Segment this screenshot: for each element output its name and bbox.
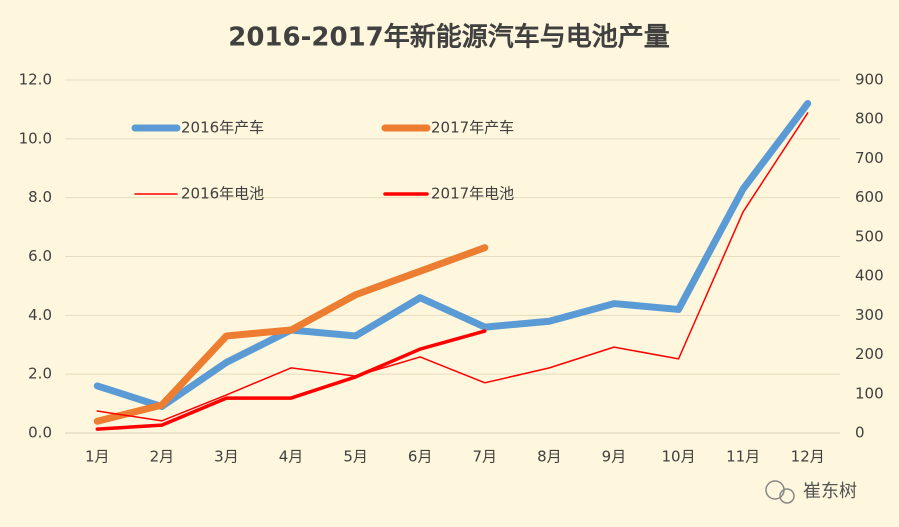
x-tick-label: 1月 bbox=[85, 448, 110, 466]
chart-title: 2016-2017年新能源汽车与电池产量 bbox=[228, 22, 670, 53]
x-tick-label: 6月 bbox=[408, 448, 433, 466]
x-tick-label: 10月 bbox=[661, 448, 695, 466]
y2-tick-label: 200 bbox=[855, 345, 884, 363]
y-tick-label: 10.0 bbox=[19, 129, 52, 147]
legend-label: 2017年电池 bbox=[431, 185, 514, 203]
x-tick-label: 11月 bbox=[726, 448, 760, 466]
y-tick-label: 8.0 bbox=[28, 188, 52, 206]
watermark: 崔东树 bbox=[803, 481, 857, 502]
y2-tick-label: 800 bbox=[855, 110, 884, 128]
x-tick-label: 2月 bbox=[150, 448, 175, 466]
series-line bbox=[96, 112, 809, 422]
y-tick-label: 12.0 bbox=[19, 71, 52, 89]
y2-tick-label: 600 bbox=[855, 188, 884, 206]
y2-tick-label: 700 bbox=[855, 149, 884, 167]
series-line bbox=[95, 329, 487, 431]
y-tick-label: 6.0 bbox=[28, 247, 52, 265]
legend-label: 2016年电池 bbox=[181, 185, 264, 203]
legend-label: 2016年产车 bbox=[181, 119, 264, 137]
watermark-icon bbox=[765, 480, 795, 504]
y2-tick-label: 300 bbox=[855, 306, 884, 324]
y2-tick-label: 500 bbox=[855, 227, 884, 245]
y-tick-label: 4.0 bbox=[28, 306, 52, 324]
legend-label: 2017年产车 bbox=[431, 119, 514, 137]
series-line bbox=[93, 244, 489, 425]
series-line bbox=[93, 100, 812, 411]
x-tick-label: 12月 bbox=[791, 448, 825, 466]
x-tick-label: 5月 bbox=[343, 448, 368, 466]
x-tick-label: 3月 bbox=[214, 448, 239, 466]
y-tick-label: 2.0 bbox=[28, 365, 52, 383]
y2-tick-label: 900 bbox=[855, 71, 884, 89]
y2-tick-label: 400 bbox=[855, 267, 884, 285]
x-tick-label: 9月 bbox=[602, 448, 627, 466]
y2-tick-label: 0 bbox=[855, 424, 865, 442]
y2-tick-label: 100 bbox=[855, 384, 884, 402]
y-tick-label: 0.0 bbox=[28, 424, 52, 442]
x-tick-label: 8月 bbox=[537, 448, 562, 466]
x-tick-label: 7月 bbox=[473, 448, 498, 466]
x-tick-label: 4月 bbox=[279, 448, 304, 466]
